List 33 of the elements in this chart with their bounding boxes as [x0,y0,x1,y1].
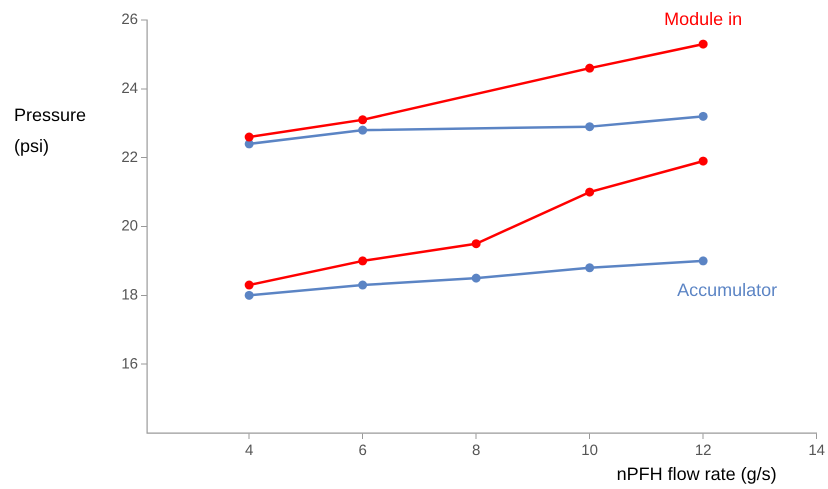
x-tick-label: 6 [358,442,367,460]
x-tick-label: 14 [808,442,825,460]
point [358,256,368,266]
point [698,156,708,166]
point [244,290,254,300]
point [585,122,594,132]
series-label: Accumulator [677,280,778,300]
series-label: Module in [664,9,742,30]
point [698,256,708,266]
y-tick-label: 22 [121,148,138,166]
x-tick-label: 10 [581,442,598,460]
point [698,112,708,121]
y-tick-label: 16 [121,355,138,372]
point [472,239,481,248]
y-tick-label: 20 [121,218,138,235]
x-tick-label: 4 [244,442,254,460]
point [244,280,254,290]
x-axis-title: nPFH flow rate (g/s) [616,464,777,484]
y-tick-label: 26 [121,11,138,28]
x-tick-label: 8 [472,442,480,460]
y-axis-title: Pressure (psi) [14,104,86,156]
point [358,115,368,124]
y-tick-label: 24 [121,80,138,97]
x-tick-label: 12 [694,442,712,460]
y-tick-label: 18 [121,286,138,304]
point [585,64,594,73]
point [472,274,481,283]
point [358,280,368,290]
point [244,132,254,142]
point [585,263,594,272]
point [358,126,368,135]
point [698,40,708,49]
point [585,188,594,197]
